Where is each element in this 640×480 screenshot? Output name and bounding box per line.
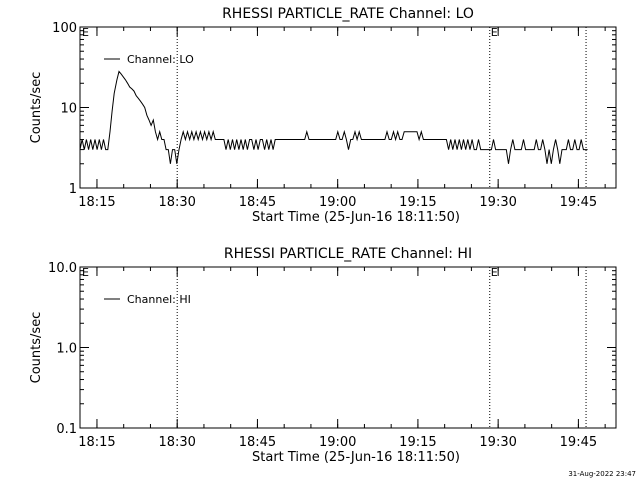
event-marker: E [491,266,498,279]
x-tick-label: 18:30 [158,435,195,450]
footer-timestamp: 31-Aug-2022 23:47 [568,470,636,478]
legend-entry: Channel: HI [127,293,191,306]
x-tick-label: 19:15 [399,435,436,450]
y-axis-label: Counts/sec [29,312,44,384]
y-tick-label: 10.0 [48,261,77,276]
plot-frame [79,26,617,189]
plot-frame [79,266,617,429]
chart-title: RHESSI PARTICLE_RATE Channel: HI [224,246,472,262]
chart-title: RHESSI PARTICLE_RATE Channel: LO [222,6,474,22]
corner-marker: E [82,266,89,279]
x-tick-label: 19:30 [479,435,516,450]
x-tick-label: 19:00 [319,435,356,450]
x-tick-label: 19:15 [399,195,436,210]
x-tick-label: 18:45 [239,435,276,450]
legend-entry: Channel: LO [127,53,194,66]
x-tick-label: 19:45 [560,435,597,450]
x-axis-label: Start Time (25-Jun-16 18:11:50) [252,450,460,465]
corner-marker: E [82,26,89,39]
y-axis-label: Counts/sec [29,72,44,144]
x-axis-label: Start Time (25-Jun-16 18:11:50) [252,210,460,225]
series-line [79,70,588,164]
lo-channel-panel: RHESSI PARTICLE_RATE Channel: LO 1 10 100 18… [29,6,617,225]
x-tick-label: 18:30 [158,195,195,210]
x-tick-label: 19:00 [319,195,356,210]
y-tick-label: 1 [69,182,77,197]
x-tick-label: 19:45 [560,195,597,210]
y-tick-label: 1.0 [56,342,77,357]
x-tick-label: 18:15 [78,195,115,210]
y-tick-label: 10 [60,102,77,117]
y-tick-label: 100 [52,21,77,36]
x-tick-label: 18:45 [239,195,276,210]
x-tick-label: 19:30 [479,195,516,210]
event-marker: E [491,26,498,39]
hi-channel-panel: RHESSI PARTICLE_RATE Channel: HI 0.1 1.0 10… [29,246,617,465]
y-tick-label: 0.1 [56,422,77,437]
x-tick-label: 18:15 [78,435,115,450]
